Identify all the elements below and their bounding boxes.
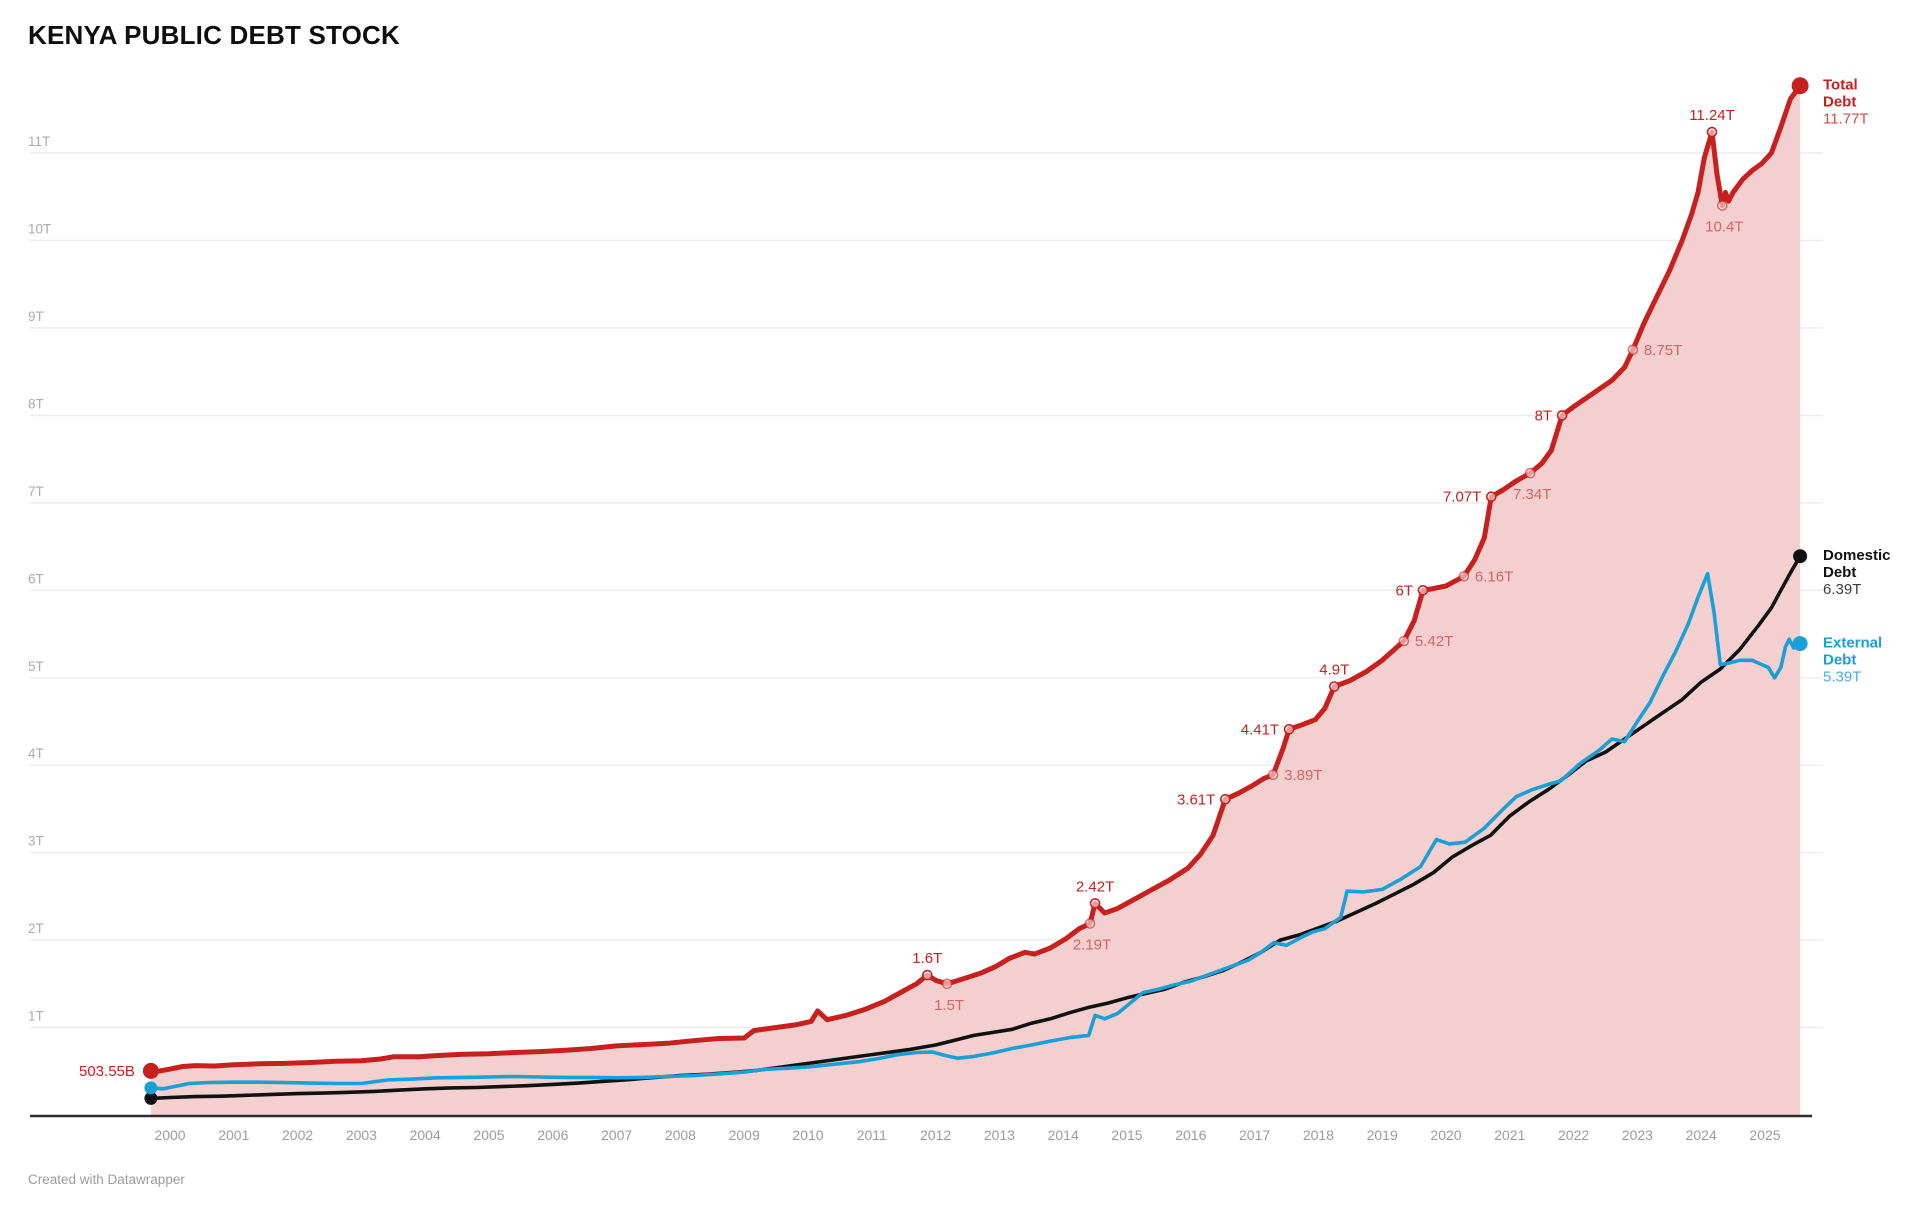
x-axis-tick-label: 2004 bbox=[410, 1127, 441, 1143]
x-axis-tick-label: 2025 bbox=[1749, 1127, 1780, 1143]
external-series-label: External Debt bbox=[1823, 635, 1882, 669]
x-axis-tick-label: 2022 bbox=[1558, 1127, 1589, 1143]
annotation-marker bbox=[1524, 467, 1536, 479]
annotation-marker bbox=[1398, 635, 1410, 647]
y-axis-tick-label: 2T bbox=[28, 921, 44, 936]
x-axis-tick-label: 2006 bbox=[537, 1127, 568, 1143]
annotation-label: 10.4T bbox=[1705, 219, 1743, 236]
x-axis-tick-label: 2005 bbox=[473, 1127, 504, 1143]
x-axis-tick-label: 2018 bbox=[1303, 1127, 1334, 1143]
annotation-label: 5.42T bbox=[1415, 633, 1453, 650]
external-dot bbox=[1792, 636, 1808, 652]
domestic-series-label: Domestic Debt bbox=[1823, 547, 1891, 581]
x-axis-tick-label: 2017 bbox=[1239, 1127, 1270, 1143]
y-axis-tick-label: 5T bbox=[28, 659, 44, 674]
annotation-label: 1.6T bbox=[912, 950, 942, 967]
total-dot bbox=[1791, 77, 1809, 95]
annotation-marker bbox=[1627, 344, 1639, 356]
y-axis-tick-label: 8T bbox=[28, 396, 44, 411]
annotation-marker bbox=[1417, 584, 1429, 596]
x-axis-tick-label: 2010 bbox=[792, 1127, 823, 1143]
annotation-label: 6T bbox=[1395, 582, 1413, 599]
annotation-marker bbox=[941, 978, 953, 990]
annotation-marker bbox=[1486, 491, 1497, 503]
x-axis-tick-label: 2001 bbox=[218, 1127, 249, 1143]
annotation-label: 7.07T bbox=[1443, 489, 1481, 506]
x-axis-tick-label: 2009 bbox=[729, 1127, 760, 1143]
annotation-marker bbox=[1458, 570, 1470, 582]
y-axis-tick-label: 11T bbox=[28, 134, 50, 149]
x-axis-tick-label: 2023 bbox=[1622, 1127, 1653, 1143]
x-axis-tick-label: 2007 bbox=[601, 1127, 632, 1143]
annotation-marker bbox=[1267, 769, 1279, 781]
page-title: KENYA PUBLIC DEBT STOCK bbox=[28, 20, 401, 50]
series-dots bbox=[142, 77, 1809, 1105]
y-axis-tick-label: 9T bbox=[28, 309, 44, 324]
x-axis-tick-label: 2015 bbox=[1111, 1127, 1142, 1143]
x-axis-tick-label: 2021 bbox=[1494, 1127, 1525, 1143]
y-axis-tick-label: 7T bbox=[28, 484, 44, 499]
annotation-label: 503.55B bbox=[79, 1063, 135, 1080]
annotation-label: 1.5T bbox=[934, 997, 964, 1014]
annotation-marker bbox=[1717, 200, 1728, 211]
annotation-label: 2.42T bbox=[1076, 878, 1114, 895]
x-axis-tick-label: 2013 bbox=[984, 1127, 1015, 1143]
annotation-marker bbox=[1556, 410, 1568, 421]
annotation-marker bbox=[1084, 918, 1096, 929]
x-axis-tick-label: 2012 bbox=[920, 1127, 951, 1143]
annotation-label: 3.89T bbox=[1284, 767, 1322, 784]
x-axis-tick-label: 2003 bbox=[346, 1127, 377, 1143]
y-axis-tick-label: 10T bbox=[28, 222, 51, 237]
annotation-marker bbox=[1706, 126, 1718, 138]
x-axis-tick-label: 2011 bbox=[857, 1127, 887, 1143]
annotation-marker bbox=[1329, 681, 1340, 692]
total-series-label: Total Debt bbox=[1823, 77, 1858, 111]
y-axis-tick-label: 4T bbox=[28, 746, 44, 761]
x-axis-tick-label: 2024 bbox=[1686, 1127, 1717, 1143]
y-axis-tick-label: 3T bbox=[28, 834, 44, 849]
annotation-marker bbox=[1283, 723, 1295, 735]
y-axis-tick-label: 6T bbox=[28, 571, 44, 586]
annotation-marker bbox=[1220, 793, 1231, 805]
x-axis-tick-label: 2000 bbox=[154, 1127, 185, 1143]
x-axis-tick-label: 2019 bbox=[1367, 1127, 1398, 1143]
annotation-label: 6.16T bbox=[1475, 568, 1513, 585]
external-debt-line[interactable] bbox=[149, 571, 1802, 1091]
domestic-dot bbox=[1793, 549, 1808, 564]
x-axis-tick-label: 2020 bbox=[1430, 1127, 1461, 1143]
total-end-value: 11.77T bbox=[1823, 111, 1869, 128]
annotation-label: 2.19T bbox=[1073, 937, 1111, 954]
x-axis-tick-label: 2002 bbox=[282, 1127, 313, 1143]
annotation-label: 4.41T bbox=[1241, 721, 1279, 738]
annotation-label: 8T bbox=[1535, 407, 1553, 424]
y-axis-tick-label: 1T bbox=[28, 1009, 44, 1024]
annotation-label: 4.9T bbox=[1319, 662, 1349, 679]
y-gridlines: 1T 2T 3T 4T 5T 6T 7T 8T 9T 10T 11T bbox=[28, 134, 1823, 1029]
x-axis-labels: 2000 2001 2002 2003 2004 2005 2006 2007 2008 2009… bbox=[154, 1127, 1780, 1143]
annotation-label: 11.24T bbox=[1689, 107, 1735, 124]
external-dot bbox=[144, 1081, 158, 1095]
x-axis-tick-label: 2016 bbox=[1175, 1127, 1206, 1143]
annotation-label: 3.61T bbox=[1177, 791, 1215, 808]
external-end-value: 5.39T bbox=[1823, 669, 1861, 686]
total-debt-area bbox=[150, 85, 1801, 1116]
datawrapper-credit: Created with Datawrapper bbox=[28, 1172, 185, 1187]
x-axis-tick-label: 2014 bbox=[1048, 1127, 1079, 1143]
total-debt-line[interactable] bbox=[148, 83, 1803, 1074]
annotation-label: 7.34T bbox=[1513, 486, 1551, 503]
annotation-marker bbox=[1089, 898, 1101, 909]
x-axis-tick-label: 2008 bbox=[665, 1127, 696, 1143]
annotations: 503.55B 1.6T 1.5T 2.42T 2.19T 3.61T 3.89T 4.41T… bbox=[79, 107, 1743, 1080]
domestic-dot bbox=[144, 1091, 158, 1105]
domestic-end-value: 6.39T bbox=[1823, 581, 1861, 598]
annotation-marker bbox=[921, 969, 933, 981]
total-dot bbox=[142, 1062, 159, 1079]
annotation-label: 8.75T bbox=[1644, 342, 1682, 359]
